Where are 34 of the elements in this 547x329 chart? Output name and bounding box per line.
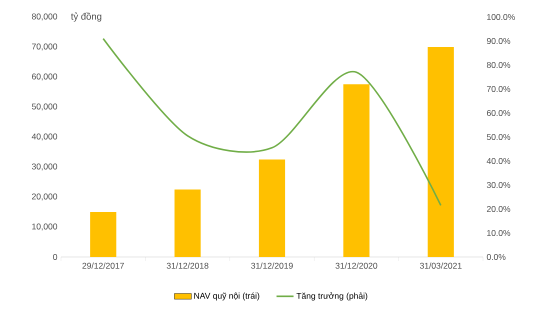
y2-tick-label: 100.0%	[487, 14, 515, 20]
y-tick-label: 40,000	[32, 134, 58, 140]
y2-tick-label: 10.0%	[487, 230, 510, 236]
x-tick-label: 31/12/2018	[166, 262, 208, 269]
y2-tick-label: 20.0%	[486, 206, 510, 212]
y2-tick-label: 0.0%	[486, 254, 506, 260]
y-tick-label: 0	[53, 254, 58, 260]
y-tick-label: 60,000	[32, 74, 58, 80]
legend-label: NAV quỹ nội (trái)	[194, 292, 260, 300]
y2-tick-label: 30.0%	[486, 182, 510, 188]
bar	[174, 190, 201, 257]
bar	[343, 84, 370, 257]
bar	[258, 160, 286, 257]
x-tick-label: 31/03/2021	[420, 262, 462, 269]
y-tick-label: 20,000	[32, 194, 58, 200]
y2-tick-label: 50.0%	[486, 134, 510, 140]
y-axis-title: tỷ đồng	[70, 12, 102, 22]
legend-label: Tăng trưởng (phải)	[296, 292, 368, 301]
y-tick-label: 80,000	[32, 14, 58, 20]
x-tick-label: 31/12/2019	[251, 262, 293, 269]
bar	[428, 47, 454, 257]
x-tick-label: 31/12/2020	[336, 262, 378, 269]
y-tick-label: 30,000	[32, 164, 58, 170]
y-tick-label: 50,000	[32, 104, 58, 110]
y2-tick-label: 60.0%	[486, 110, 510, 116]
y-tick-label: 10,000	[32, 224, 58, 230]
y2-tick-label: 80.0%	[486, 62, 510, 68]
x-tick-label: 29/12/2017	[82, 262, 124, 269]
y2-tick-label: 40.0%	[486, 158, 510, 164]
bar	[90, 212, 116, 257]
y2-tick-label: 90.0%	[486, 38, 510, 44]
y-tick-label: 70,000	[32, 44, 58, 50]
line-series	[102, 38, 442, 206]
y2-tick-label: 70.0%	[486, 86, 510, 92]
